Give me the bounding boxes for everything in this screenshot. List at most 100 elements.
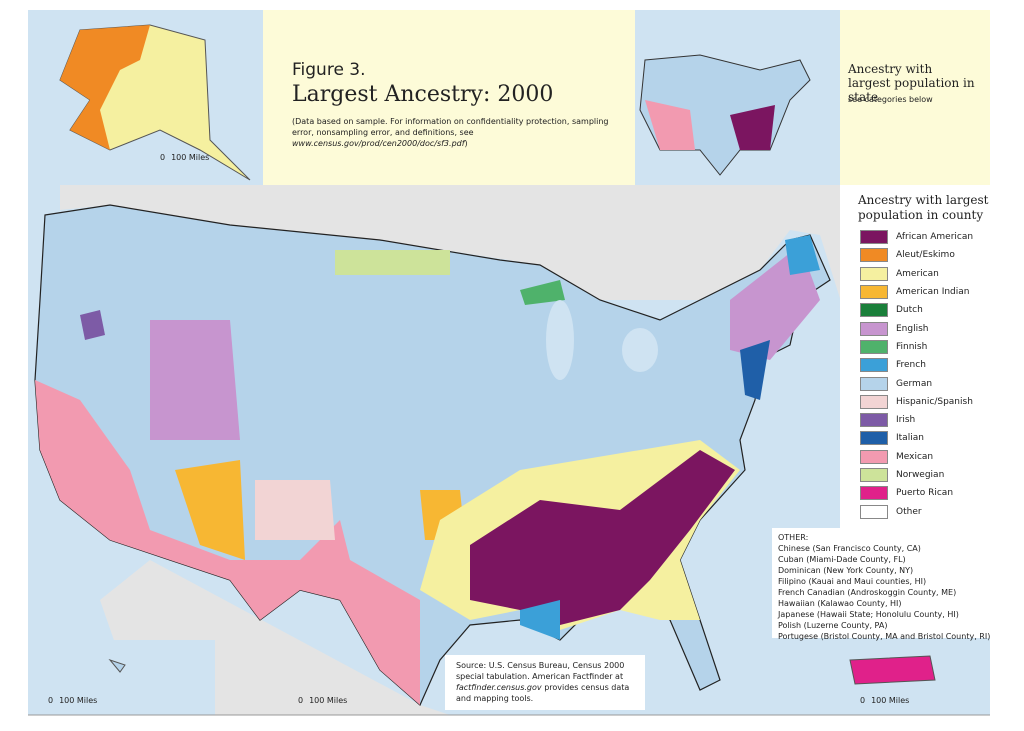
legend-item: Puerto Rican: [860, 484, 973, 502]
legend-label: Italian: [896, 433, 924, 444]
legend-item: American: [860, 265, 973, 283]
legend-label: German: [896, 378, 933, 389]
legend-item: Hispanic/Spanish: [860, 393, 973, 411]
region-french: [785, 235, 820, 275]
source-text: Source: U.S. Census Bureau, Census 2000 …: [456, 661, 625, 681]
other-item: Filipino (Kauai and Maui counties, HI): [778, 577, 927, 586]
alaska-aleut: [60, 25, 150, 150]
state-inset-title: Ancestry with largest population in stat…: [848, 62, 975, 104]
legend-label: Dutch: [896, 305, 923, 316]
legend-item: Mexican: [860, 448, 973, 466]
region-french-la: [520, 600, 560, 640]
other-item: Chinese (San Francisco County, CA): [778, 544, 921, 553]
scale-zero: 0: [860, 696, 866, 705]
legend-label: French: [896, 360, 926, 371]
legend-label: Other: [896, 506, 922, 517]
scale-zero: 0: [160, 153, 166, 162]
legend-label: American Indian: [896, 287, 970, 298]
other-item: Portugese (Bristol County, MA and Bristo…: [778, 632, 991, 641]
legend-swatch: [860, 504, 888, 519]
source-end: provides census data and mapping tools.: [456, 683, 630, 703]
legend-item: Norwegian: [860, 466, 973, 484]
other-item: Dominican (New York County, NY): [778, 566, 914, 575]
other-heading: OTHER:: [778, 533, 809, 542]
other-item: Hawaiian (Kalawao County, HI): [778, 599, 902, 608]
source-bg: [445, 655, 645, 710]
state-inset-aa: [730, 105, 775, 150]
scale-zero: 0: [298, 696, 304, 705]
legend-swatch: [860, 431, 888, 446]
legend-swatch: [860, 449, 888, 464]
region-american-indian: [175, 460, 245, 560]
lake-huron: [622, 328, 658, 372]
note-text: (Data based on sample. For information o…: [292, 117, 609, 137]
other-item: French Canadian (Androskoggin County, ME…: [778, 588, 957, 597]
scale-label: 100 Miles: [171, 153, 210, 162]
legend-item: Finnish: [860, 338, 973, 356]
legend-swatch: [860, 468, 888, 482]
legend-item: Italian: [860, 429, 973, 447]
legend-swatch: [860, 486, 888, 501]
legend-swatch: [860, 230, 888, 245]
legend-swatch: [860, 376, 888, 391]
region-norwegian: [335, 250, 450, 275]
legend-item: German: [860, 374, 973, 392]
legend-label: Finnish: [896, 341, 928, 352]
legend-label: Mexican: [896, 451, 934, 462]
source: Source: U.S. Census Bureau, Census 2000 …: [456, 660, 641, 704]
source-url: factfinder.census.gov: [456, 683, 542, 692]
legend-label: African American: [896, 232, 974, 243]
scale-label: 100 Miles: [59, 696, 98, 705]
other-item: Japanese (Hawaii State; Honolulu County,…: [778, 610, 959, 619]
region-italian: [740, 340, 770, 400]
legend-label: Norwegian: [896, 470, 945, 480]
scale-bar: 0 100 Miles: [298, 695, 347, 706]
scale-label: 100 Miles: [309, 696, 348, 705]
region-irish: [80, 310, 105, 340]
legend-item: Irish: [860, 411, 973, 429]
legend-item: Other: [860, 502, 973, 520]
note-url: www.census.gov/prod/cen2000/doc/sf3.pdf: [292, 139, 465, 148]
legend-swatch: [860, 394, 888, 409]
map-title: Largest Ancestry: 2000: [292, 82, 554, 107]
region-african-american: [470, 450, 735, 625]
legend-label: American: [896, 268, 939, 279]
scale-bar: 0 100 Miles: [160, 152, 209, 163]
legend-swatch: [860, 339, 888, 354]
hawaii-inset: [28, 640, 215, 715]
legend-label: Puerto Rican: [896, 488, 954, 499]
legend-swatch: [860, 285, 888, 300]
figure-label: Figure 3.: [292, 60, 366, 80]
legend-item: Dutch: [860, 301, 973, 319]
scale-bar: 0 100 Miles: [860, 695, 909, 706]
legend-swatch: [860, 266, 888, 281]
scale-label: 100 Miles: [871, 696, 910, 705]
legend-item: African American: [860, 228, 973, 246]
state-inset-subtitle: see categories below: [848, 95, 933, 104]
legend: African American Aleut/Eskimo American Amer…: [860, 228, 973, 521]
other-item: Polish (Luzerne County, PA): [778, 621, 888, 630]
region-hispanic: [255, 480, 335, 540]
legend-label: Irish: [896, 415, 916, 426]
other-item: Cuban (Miami-Dade County, FL): [778, 555, 906, 564]
note: (Data based on sample. For information o…: [292, 116, 632, 149]
legend-swatch: [860, 321, 888, 336]
lake-michigan: [546, 300, 574, 380]
other-bg: [772, 528, 990, 638]
note-end: ): [464, 139, 468, 148]
scale-bar: 0 100 Miles: [48, 695, 97, 706]
legend-item: French: [860, 356, 973, 374]
legend-item: Aleut/Eskimo: [860, 246, 973, 264]
legend-swatch: [860, 303, 888, 318]
region-english: [150, 320, 240, 440]
state-inset-mexican: [645, 100, 695, 150]
puerto-rico: [849, 655, 936, 685]
legend-label: Hispanic/Spanish: [896, 396, 973, 407]
legend-label: Aleut/Eskimo: [896, 250, 955, 261]
region-mexican: [35, 380, 420, 705]
scale-zero: 0: [48, 696, 54, 705]
legend-label: English: [896, 323, 929, 334]
hawaii: [108, 658, 126, 673]
